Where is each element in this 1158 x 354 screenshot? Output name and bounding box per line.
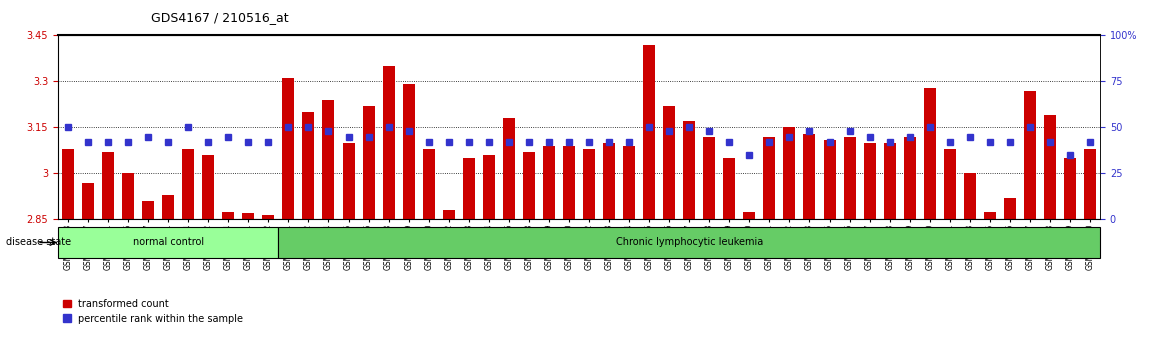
Bar <box>182 149 195 219</box>
Bar <box>403 85 415 219</box>
Bar <box>122 173 134 219</box>
Bar <box>463 158 475 219</box>
Bar <box>864 143 875 219</box>
Text: disease state: disease state <box>6 238 71 247</box>
Bar <box>984 212 996 219</box>
Bar <box>623 146 635 219</box>
Text: normal control: normal control <box>132 238 204 247</box>
Bar <box>61 149 74 219</box>
Text: GDS4167 / 210516_at: GDS4167 / 210516_at <box>151 11 288 24</box>
Bar <box>203 155 214 219</box>
Bar <box>1045 115 1056 219</box>
Text: Chronic lymphocytic leukemia: Chronic lymphocytic leukemia <box>616 238 763 247</box>
Bar <box>222 212 234 219</box>
Bar <box>483 155 494 219</box>
Bar <box>963 173 976 219</box>
Bar <box>503 118 515 219</box>
Bar <box>162 195 174 219</box>
FancyBboxPatch shape <box>58 227 278 258</box>
Bar <box>823 140 836 219</box>
Bar <box>724 158 735 219</box>
Legend: transformed count, percentile rank within the sample: transformed count, percentile rank withi… <box>63 299 243 324</box>
Bar <box>763 137 776 219</box>
Bar <box>903 137 916 219</box>
Bar <box>242 213 255 219</box>
Bar <box>643 45 655 219</box>
Bar <box>843 137 856 219</box>
Bar <box>1024 91 1036 219</box>
Bar <box>102 152 113 219</box>
Bar <box>582 149 595 219</box>
Bar <box>322 100 335 219</box>
Bar <box>603 143 615 219</box>
Bar <box>683 121 695 219</box>
Bar <box>142 201 154 219</box>
Bar <box>382 66 395 219</box>
Bar <box>423 149 434 219</box>
Bar <box>283 78 294 219</box>
FancyBboxPatch shape <box>278 227 1100 258</box>
Bar <box>263 215 274 219</box>
Bar <box>362 106 374 219</box>
Bar <box>664 106 675 219</box>
Bar <box>343 143 354 219</box>
Bar <box>523 152 535 219</box>
Bar <box>884 143 895 219</box>
Bar <box>442 210 455 219</box>
Bar <box>703 137 716 219</box>
Bar <box>1084 149 1097 219</box>
Bar <box>1064 158 1076 219</box>
Bar <box>1004 198 1016 219</box>
Bar <box>563 146 576 219</box>
Bar <box>944 149 955 219</box>
Bar <box>543 146 555 219</box>
Bar <box>302 112 315 219</box>
Bar <box>82 183 94 219</box>
Bar <box>804 133 815 219</box>
Bar <box>784 127 796 219</box>
Bar <box>924 87 936 219</box>
Bar <box>743 212 755 219</box>
